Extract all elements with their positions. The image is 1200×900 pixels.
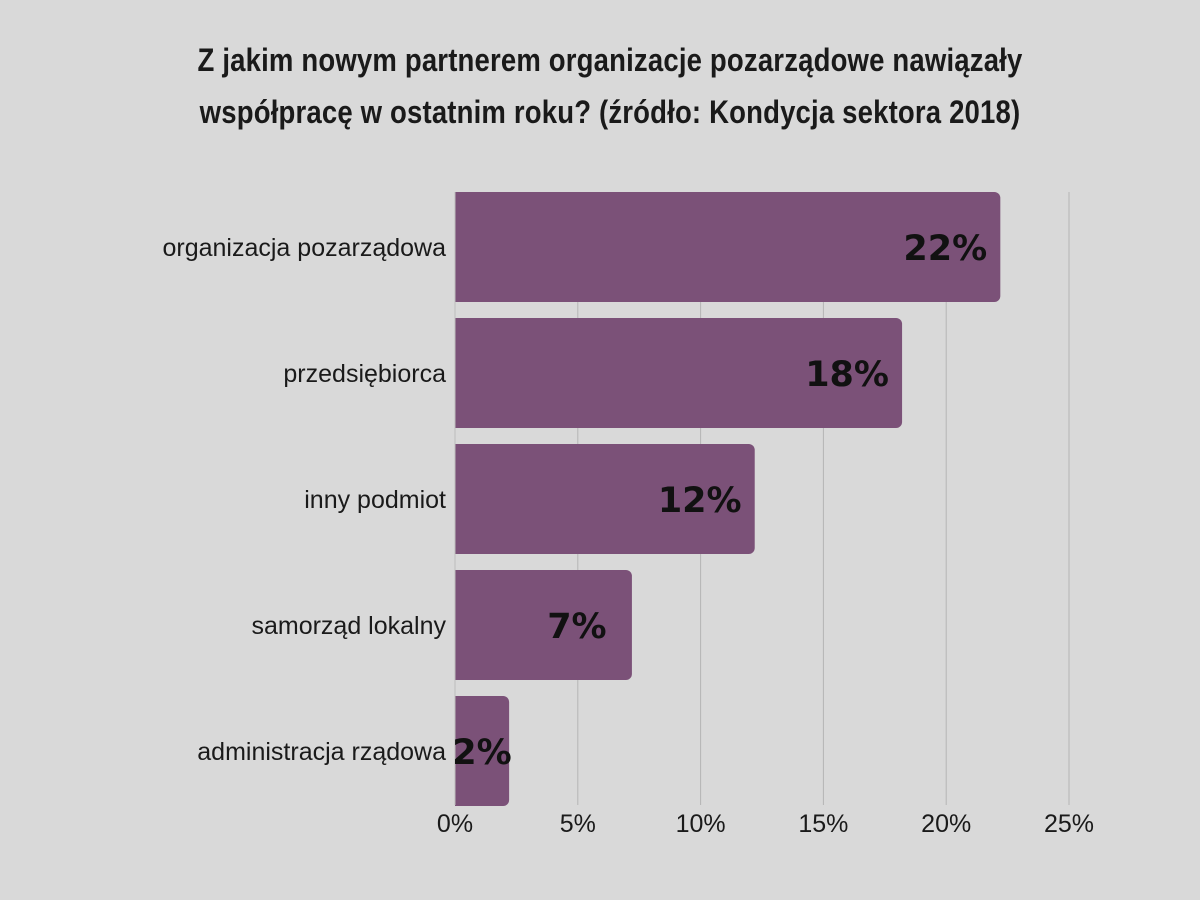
bar	[455, 444, 755, 554]
x-tick-label: 25%	[1044, 810, 1094, 838]
data-label: 7%	[547, 607, 606, 647]
x-tick-label: 15%	[798, 810, 848, 838]
x-tick-label: 10%	[676, 810, 726, 838]
bar	[455, 696, 510, 806]
data-label: 22%	[903, 229, 987, 269]
bar-edge	[455, 570, 465, 680]
bar	[455, 192, 1001, 302]
category-label: administracja rządowa	[197, 738, 446, 766]
data-label: 12%	[658, 481, 742, 521]
bar	[455, 570, 632, 680]
bar-edge	[455, 318, 465, 428]
data-label: 2%	[452, 733, 511, 773]
bar-edge	[455, 696, 465, 806]
x-tick-label: 5%	[560, 810, 596, 838]
category-label: przedsiębiorca	[283, 360, 446, 388]
x-tick-label: 0%	[437, 810, 473, 838]
bar	[455, 318, 903, 428]
x-tick-label: 20%	[921, 810, 971, 838]
category-label: samorząd lokalny	[251, 612, 446, 640]
category-label: organizacja pozarządowa	[162, 234, 446, 262]
data-label: 18%	[805, 355, 889, 395]
bar-edge	[455, 444, 465, 554]
bar-edge	[455, 192, 465, 302]
chart-title: Z jakim nowym partnerem organizacje poza…	[197, 42, 1023, 130]
category-label: inny podmiot	[304, 486, 446, 514]
